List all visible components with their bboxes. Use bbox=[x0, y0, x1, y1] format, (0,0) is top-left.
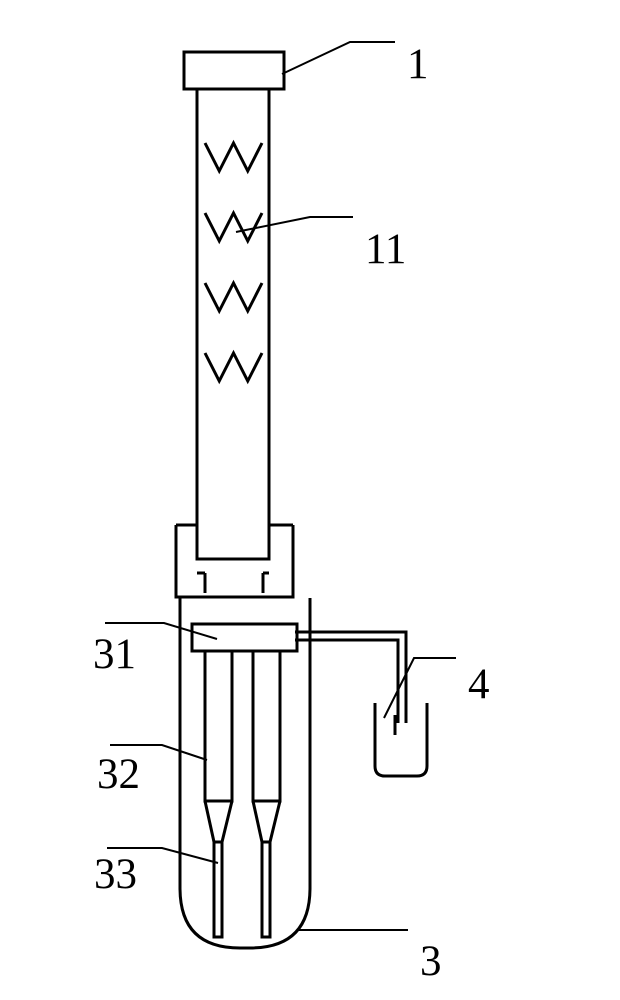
label-tube: 32 bbox=[97, 750, 140, 799]
label-needle: 33 bbox=[94, 850, 137, 899]
label-container: 4 bbox=[468, 660, 490, 709]
label-cap: 1 bbox=[407, 40, 429, 89]
label-vessel: 3 bbox=[420, 937, 442, 986]
label-spring: 11 bbox=[365, 225, 406, 274]
label-plate: 31 bbox=[93, 630, 136, 679]
diagram-canvas bbox=[0, 0, 620, 1000]
